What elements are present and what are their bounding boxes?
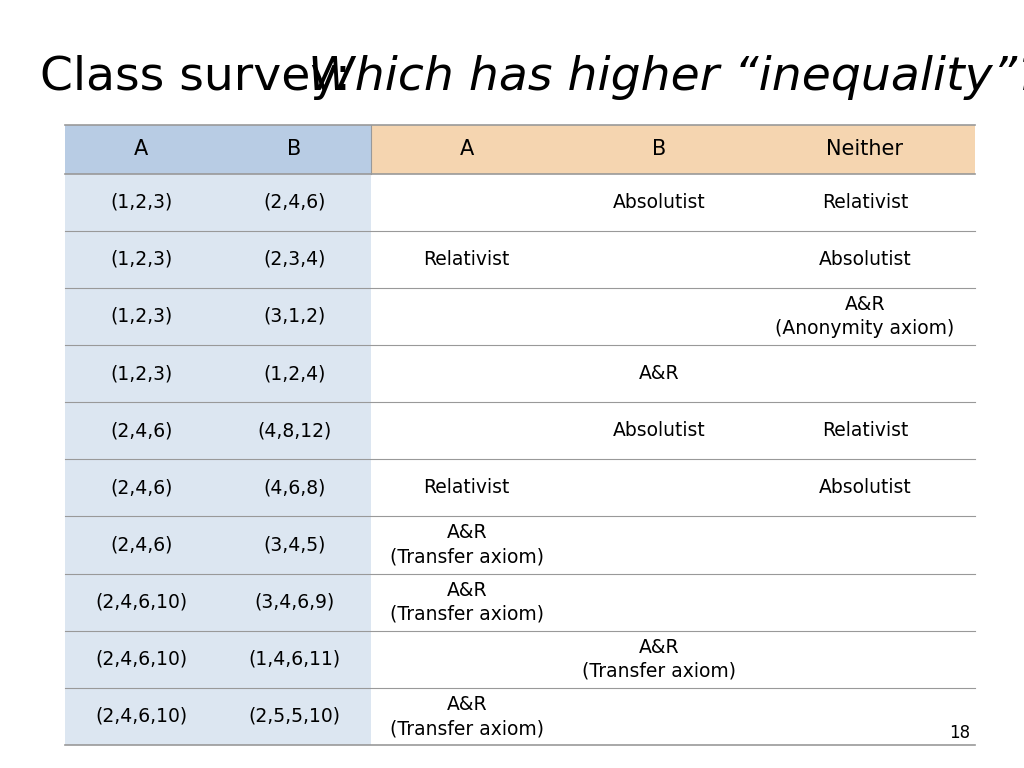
Text: Absolutist: Absolutist: [818, 478, 911, 498]
Text: Relativist: Relativist: [821, 421, 908, 440]
Bar: [65, 288, 371, 345]
Text: A&R: A&R: [638, 364, 679, 383]
Text: A&R
(Anonymity axiom): A&R (Anonymity axiom): [775, 295, 954, 338]
Bar: [65, 230, 371, 288]
Text: B: B: [287, 139, 301, 159]
Text: A: A: [460, 139, 474, 159]
Text: (3,4,6,9): (3,4,6,9): [254, 593, 335, 611]
Text: (4,8,12): (4,8,12): [257, 421, 332, 440]
Text: (1,4,6,11): (1,4,6,11): [248, 650, 340, 669]
Text: (3,4,5): (3,4,5): [263, 535, 326, 554]
Bar: [65, 516, 371, 574]
Text: (1,2,3): (1,2,3): [111, 193, 173, 212]
Bar: [65, 345, 371, 402]
Text: (4,6,8): (4,6,8): [263, 478, 326, 498]
Text: Absolutist: Absolutist: [818, 250, 911, 269]
Text: (2,4,6,10): (2,4,6,10): [95, 593, 187, 611]
Text: (1,2,3): (1,2,3): [111, 250, 173, 269]
Text: Relativist: Relativist: [821, 193, 908, 212]
Bar: [65, 631, 371, 688]
Text: (3,1,2): (3,1,2): [263, 307, 326, 326]
Bar: [65, 459, 371, 516]
Text: (2,3,4): (2,3,4): [263, 250, 326, 269]
Text: Relativist: Relativist: [424, 250, 510, 269]
Bar: [65, 688, 371, 745]
Text: 18: 18: [949, 724, 970, 742]
Text: Absolutist: Absolutist: [612, 421, 706, 440]
Text: Which has higher “inequality”?: Which has higher “inequality”?: [308, 55, 1024, 100]
Text: (1,2,3): (1,2,3): [111, 364, 173, 383]
Bar: [371, 125, 975, 174]
Text: A: A: [134, 139, 148, 159]
Bar: [65, 125, 371, 174]
Text: Neither: Neither: [826, 139, 903, 159]
Text: (2,4,6): (2,4,6): [263, 193, 326, 212]
Text: Class survey:: Class survey:: [40, 55, 366, 100]
Bar: [65, 574, 371, 631]
Text: A&R
(Transfer axiom): A&R (Transfer axiom): [390, 523, 544, 567]
Text: Relativist: Relativist: [424, 478, 510, 498]
Text: Absolutist: Absolutist: [612, 193, 706, 212]
Bar: [65, 174, 371, 230]
Text: (2,4,6,10): (2,4,6,10): [95, 650, 187, 669]
Text: (2,5,5,10): (2,5,5,10): [248, 707, 340, 726]
Text: A&R
(Transfer axiom): A&R (Transfer axiom): [582, 637, 736, 681]
Text: A&R
(Transfer axiom): A&R (Transfer axiom): [390, 695, 544, 738]
Text: B: B: [651, 139, 666, 159]
Text: A&R
(Transfer axiom): A&R (Transfer axiom): [390, 581, 544, 624]
Text: (1,2,3): (1,2,3): [111, 307, 173, 326]
Text: (1,2,4): (1,2,4): [263, 364, 326, 383]
Text: (2,4,6): (2,4,6): [111, 535, 173, 554]
Text: (2,4,6): (2,4,6): [111, 421, 173, 440]
Text: (2,4,6,10): (2,4,6,10): [95, 707, 187, 726]
Text: (2,4,6): (2,4,6): [111, 478, 173, 498]
Bar: [65, 402, 371, 459]
